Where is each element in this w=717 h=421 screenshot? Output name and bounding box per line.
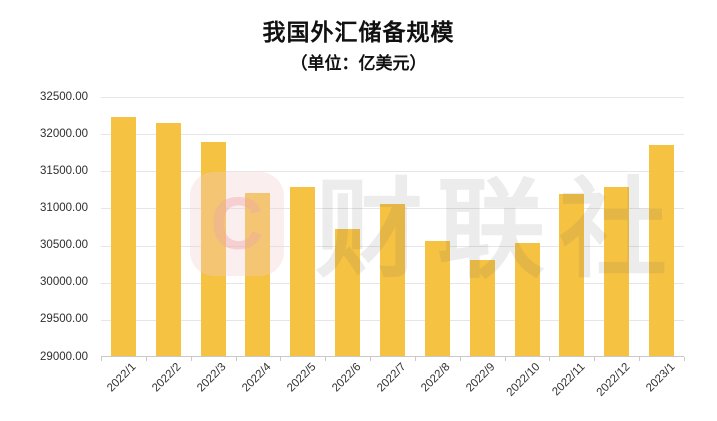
x-tick-label: 2022/9 <box>464 361 498 395</box>
bar <box>110 117 136 356</box>
x-axis-tick <box>504 357 506 361</box>
x-axis-tick <box>639 357 641 361</box>
x-axis-tick <box>101 357 102 361</box>
gridline <box>101 171 684 173</box>
y-tick-label: 30000.00 <box>40 276 88 289</box>
chart-title: 我国外汇储备规模 <box>262 19 455 45</box>
y-tick-label: 29000.00 <box>40 350 88 363</box>
bar <box>469 260 495 356</box>
y-tick-label: 30500.00 <box>40 239 88 252</box>
bar <box>514 242 540 356</box>
bar <box>649 144 675 356</box>
bar <box>559 194 585 356</box>
x-tick-label: 2022/12 <box>594 361 633 399</box>
bar <box>604 186 630 356</box>
bar <box>380 204 405 356</box>
x-tick-label: 2022/2 <box>150 361 184 395</box>
x-axis-tick <box>370 357 372 361</box>
x-tick-label: 2022/11 <box>550 361 588 399</box>
x-axis-tick <box>414 357 416 361</box>
x-tick-label: 2022/7 <box>374 361 408 395</box>
x-axis-tick <box>594 357 596 361</box>
y-tick-label: 32000.00 <box>40 127 88 140</box>
chart-subtitle: （单位：亿美元） <box>290 54 427 73</box>
plot-area <box>101 97 685 361</box>
x-tick-label: 2022/1 <box>105 361 139 395</box>
x-tick-label: 2022/10 <box>504 361 543 399</box>
y-tick-label: 32500.00 <box>40 90 88 103</box>
x-tick-label: 2022/8 <box>419 361 453 395</box>
bar <box>424 240 450 356</box>
gridline <box>101 134 684 136</box>
y-axis: 32500.00 32000.00 31500.00 31000.00 30500.00… <box>0 91 88 363</box>
bar <box>290 186 316 356</box>
x-tick-label: 2022/3 <box>195 361 229 395</box>
x-axis-tick <box>684 357 685 361</box>
x-tick-label: 2022/5 <box>284 361 319 395</box>
x-tick-label: 2023/1 <box>643 361 678 395</box>
bar <box>245 192 271 356</box>
x-axis-tick <box>145 357 147 361</box>
bar <box>200 142 226 356</box>
x-axis-tick <box>235 357 237 361</box>
bar <box>155 122 181 356</box>
x-tick-label: 2022/4 <box>240 361 274 395</box>
x-axis-tick <box>190 357 192 361</box>
x-tick-label: 2022/6 <box>329 361 364 395</box>
gridline <box>101 97 684 98</box>
bar <box>335 228 361 356</box>
y-tick-label: 31000.00 <box>40 201 88 214</box>
x-axis-tick <box>459 357 461 361</box>
x-axis-tick <box>325 357 327 361</box>
y-tick-label: 31500.00 <box>40 164 88 177</box>
x-axis-tick <box>549 357 551 361</box>
y-tick-label: 29500.00 <box>40 313 88 326</box>
x-axis: 2022/1 2022/2 2022/3 2022/4 2022/5 2022/6 2022… <box>101 361 684 421</box>
x-axis-tick <box>280 357 282 361</box>
